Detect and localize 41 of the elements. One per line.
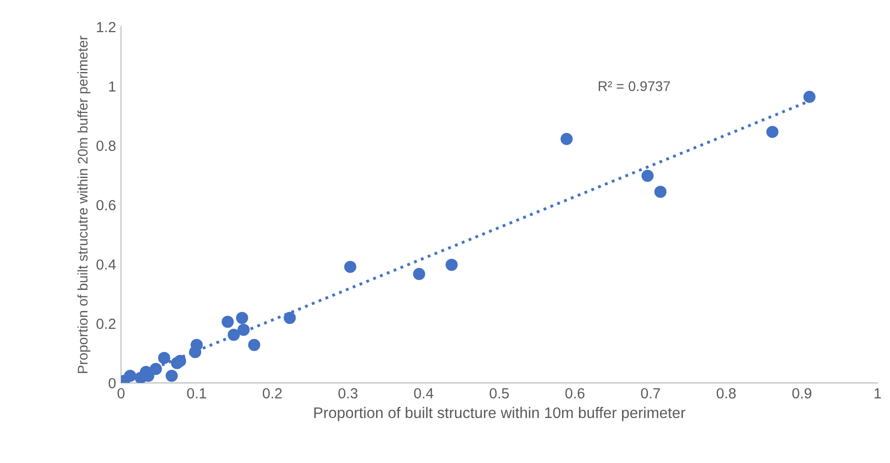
x-tick-label: 0.3 bbox=[338, 388, 358, 398]
x-tick-label: 0.5 bbox=[490, 388, 509, 398]
x-tick-label: 0.1 bbox=[187, 388, 206, 398]
point bbox=[236, 312, 248, 324]
point bbox=[560, 132, 573, 146]
point bbox=[803, 90, 816, 103]
y-tick-label: 0.2 bbox=[96, 318, 116, 329]
point bbox=[170, 356, 184, 370]
x-tick-label: 0.8 bbox=[716, 388, 736, 398]
point bbox=[158, 352, 170, 364]
x-tick-label: 0 bbox=[118, 388, 125, 398]
point bbox=[150, 362, 162, 376]
y-tick-label: 0.8 bbox=[96, 140, 116, 151]
x-tick-label: 1 bbox=[874, 388, 881, 398]
point bbox=[222, 316, 234, 328]
point bbox=[238, 324, 250, 336]
x-tick-label: 0.9 bbox=[792, 388, 812, 398]
x-tick-label: 0.2 bbox=[262, 388, 282, 398]
y-tick-label: 0.4 bbox=[96, 259, 116, 270]
point bbox=[166, 370, 178, 382]
point bbox=[654, 186, 666, 198]
point bbox=[446, 258, 458, 271]
y-tick-label: 1.2 bbox=[97, 22, 116, 32]
y-tick-label: 0 bbox=[108, 378, 116, 388]
point bbox=[228, 328, 240, 341]
point bbox=[134, 372, 147, 383]
y-tick-label: 1 bbox=[109, 81, 116, 92]
point bbox=[766, 126, 778, 138]
x-tick-label: 0.4 bbox=[414, 388, 434, 398]
x-axis-title: Proportion of built structure within 10m buffer perimeter bbox=[314, 406, 686, 422]
y-axis-title: Proportion of built strucutre within 20m buffer perimeter bbox=[77, 36, 90, 374]
x-tick-label: 0.7 bbox=[641, 388, 660, 398]
x-tick-label: 0.6 bbox=[565, 388, 584, 398]
point bbox=[248, 338, 260, 351]
point bbox=[189, 346, 202, 358]
annotation: R² = 0.9737 bbox=[598, 81, 670, 92]
point bbox=[413, 268, 426, 280]
point bbox=[641, 170, 654, 182]
point bbox=[284, 312, 296, 324]
y-tick-label: 0.6 bbox=[96, 200, 116, 210]
point bbox=[344, 260, 356, 273]
